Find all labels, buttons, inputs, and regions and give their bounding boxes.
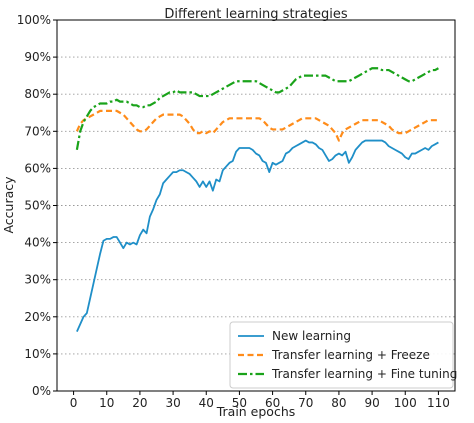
y-axis-label: Accuracy (1, 176, 16, 234)
x-tick-label: 30 (165, 396, 180, 410)
axis-ticks: 0% 10% 20% 30% 40% 50% 60% 70% 80% 90% 100% 0 10 20 30… (17, 13, 450, 410)
x-tick-label: 70 (298, 396, 313, 410)
x-tick-label: 0 (70, 396, 78, 410)
y-tick-label: 0% (32, 384, 51, 398)
y-tick-label: 10% (24, 347, 51, 361)
y-tick-label: 40% (24, 236, 51, 250)
y-tick-label: 30% (24, 273, 51, 287)
x-tick-label: 20 (132, 396, 147, 410)
series-line-1 (76, 139, 439, 333)
y-tick-label: 70% (24, 124, 51, 138)
x-tick-label: 80 (331, 396, 346, 410)
y-tick-label: 90% (24, 50, 51, 64)
y-tick-label: 20% (24, 310, 51, 324)
x-tick-label: 110 (427, 396, 450, 410)
x-axis-label: Train epochs (216, 404, 296, 419)
grid (57, 56, 455, 355)
y-tick-label: 80% (24, 87, 51, 101)
series-lines (75, 67, 439, 333)
legend-box (229, 321, 454, 389)
x-tick-label: 90 (364, 396, 379, 410)
x-tick-label: 10 (99, 396, 114, 410)
x-tick-label: 100 (394, 396, 417, 410)
x-tick-label: 50 (232, 396, 247, 410)
series-line-3 (75, 67, 439, 151)
y-tick-label: 60% (24, 161, 51, 175)
x-tick-label: 40 (199, 396, 214, 410)
legend: New learning Transfer learning + Freeze Tr… (229, 321, 457, 389)
series-line-2 (75, 109, 439, 142)
legend-label: Transfer learning + Fine tuning (271, 367, 457, 381)
y-tick-label: 50% (24, 199, 51, 213)
chart-title: Different learning strategies (164, 7, 347, 22)
legend-label: Transfer learning + Freeze (271, 348, 430, 362)
x-tick-label: 60 (265, 396, 280, 410)
legend-label: New learning (272, 329, 351, 343)
y-tick-label: 100% (17, 13, 51, 27)
